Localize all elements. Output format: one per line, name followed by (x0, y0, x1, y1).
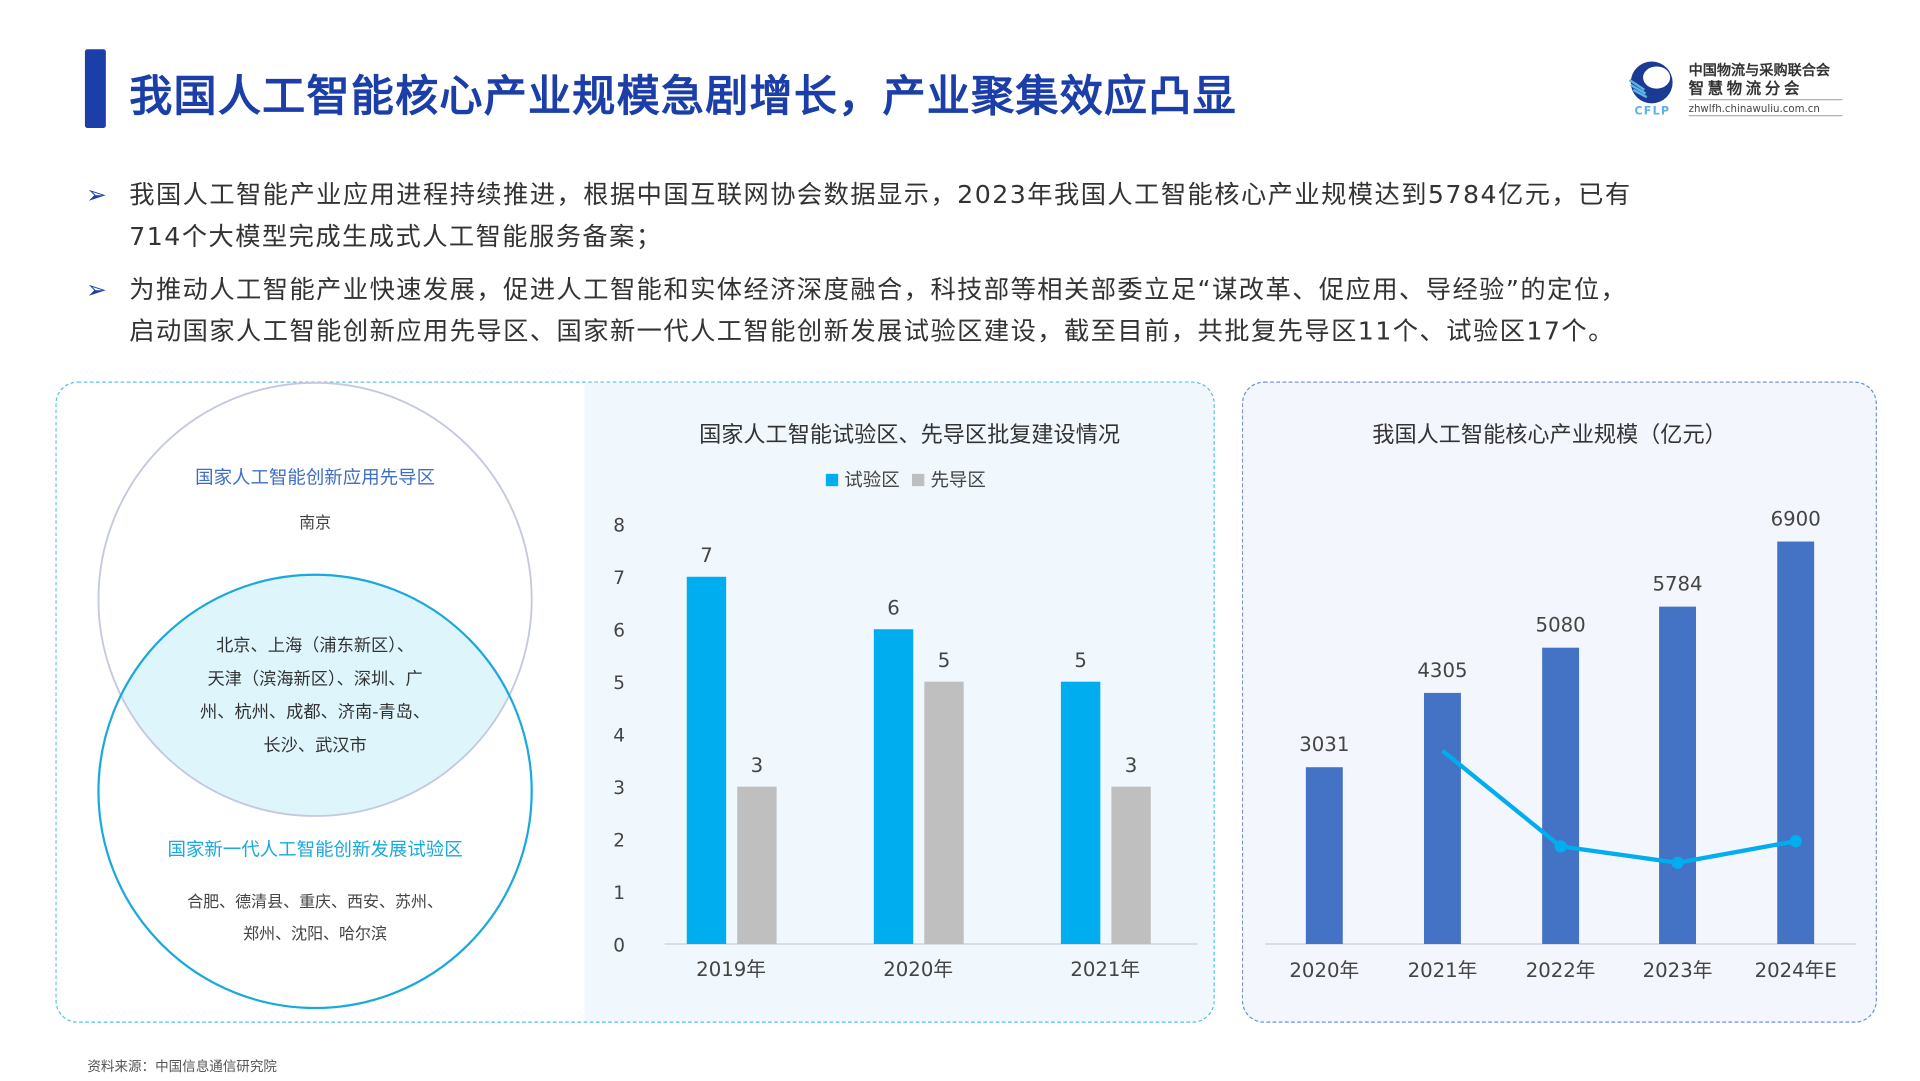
growth-point (1789, 835, 1802, 848)
x-tick-label: 2021年 (1070, 958, 1140, 981)
venn-diagram: 国家人工智能创新应用先导区 南京 北京、上海（浦东新区）、 天津（滨海新区）、深… (97, 381, 533, 1010)
venn-overlap-line: 天津（滨海新区）、深圳、广 (207, 669, 422, 689)
y-tick-label: 7 (613, 568, 625, 589)
venn-overlap-line: 北京、上海（浦东新区）、 (216, 636, 414, 656)
legend-label: 先导区 (930, 470, 985, 491)
bullet-line: 为推动人工智能产业快速发展，促进人工智能和实体经济深度融合，科技部等相关部委立足… (129, 274, 1628, 304)
bar-trial-zone (686, 576, 727, 944)
data-label: 7 (700, 544, 713, 567)
y-tick-label: 3 (613, 778, 625, 799)
svg-text:智慧物流分会: 智慧物流分会 (1689, 79, 1803, 98)
venn-circle-top (97, 381, 533, 817)
venn-bottom-only-line: 郑州、沈阳、哈尔滨 (243, 924, 387, 943)
data-label: 5080 (1536, 614, 1586, 637)
bullet-text-2: 为推动人工智能产业快速发展，促进人工智能和实体经济深度融合，科技部等相关部委立足… (129, 268, 1852, 352)
legend-label: 试验区 (844, 470, 899, 491)
y-tick-label: 8 (613, 516, 625, 537)
bar-industry-scale (1542, 647, 1580, 944)
venn-overlap-line: 长沙、武汉市 (263, 736, 366, 756)
bullet-text-1: 我国人工智能产业应用进程持续推进，根据中国互联网协会数据显示，2023年我国人工… (129, 174, 1852, 258)
page-title: 我国人工智能核心产业规模急剧增长，产业聚集效应凸显 (129, 72, 1237, 122)
bar-pilot-zone (1111, 786, 1151, 944)
bar-trial-zone (873, 629, 914, 944)
data-label: 5784 (1652, 573, 1702, 596)
data-label: 6 (887, 596, 900, 619)
x-tick-label: 2021年 (1408, 959, 1478, 982)
legend-swatch (911, 473, 925, 487)
bar-industry-scale (1423, 692, 1461, 944)
bullet-line: 我国人工智能产业应用进程持续推进，根据中国互联网协会数据显示，2023年我国人工… (129, 179, 1632, 210)
data-label: 3031 (1299, 733, 1349, 756)
zones-bar-chart: 0 1 2 3 4 5 6 7 8 7 3 2019年 6 5 2020年 5 3 2021年 试验区 先导区 (613, 470, 1198, 981)
venn-top-label: 国家人工智能创新应用先导区 (195, 468, 435, 489)
data-label: 5 (938, 649, 951, 672)
legend-swatch (825, 473, 839, 487)
left-panel (55, 381, 1215, 1023)
data-label: 5 (1074, 649, 1087, 672)
y-tick-label: 0 (613, 935, 625, 956)
x-tick-label: 2020年 (883, 958, 953, 981)
bar-pilot-zone (924, 681, 964, 944)
x-tick-label: 2020年 (1289, 959, 1359, 982)
x-tick-label: 2022年 (1526, 959, 1596, 982)
arrow-right-icon: ➢ (86, 179, 107, 210)
bullet-line: 启动国家人工智能创新应用先导区、国家新一代人工智能创新发展试验区建设，截至目前，… (129, 316, 1615, 346)
svg-text:zhwlfh.chinawuliu.com.cn: zhwlfh.chinawuliu.com.cn (1689, 104, 1820, 115)
growth-point (1554, 840, 1567, 853)
x-tick-label: 2023年 (1643, 959, 1713, 982)
arrow-right-icon: ➢ (86, 274, 107, 304)
x-tick-label: 2019年 (696, 958, 766, 981)
y-tick-label: 5 (613, 673, 625, 694)
venn-bottom-only-line: 合肥、德清县、重庆、西安、苏州、 (187, 892, 443, 911)
x-tick-label: 2024年E (1755, 959, 1837, 982)
venn-bottom-label: 国家新一代人工智能创新发展试验区 (167, 839, 462, 860)
bar-industry-scale (1305, 767, 1343, 944)
y-tick-label: 1 (613, 883, 625, 904)
venn-overlap (98, 574, 532, 816)
bullet-line: 714个大模型完成生成式人工智能服务备案； (129, 221, 663, 252)
data-label: 3 (1125, 754, 1138, 777)
bar-pilot-zone (737, 786, 777, 944)
bar-industry-scale (1659, 606, 1696, 944)
cflp-logo: CFLP 中国物流与采购联合会 智慧物流分会 zhwlfh.chinawuliu… (1627, 55, 1849, 119)
svg-text:CFLP: CFLP (1634, 104, 1670, 117)
industry-chart-title: 我国人工智能核心产业规模（亿元） (1372, 422, 1727, 448)
data-label: 3 (751, 754, 764, 777)
y-tick-label: 4 (613, 726, 625, 747)
bar-trial-zone (1060, 681, 1101, 944)
data-label: 4305 (1417, 659, 1467, 682)
y-tick-label: 6 (613, 621, 625, 642)
growth-point (1671, 856, 1684, 869)
y-tick-label: 2 (613, 830, 625, 851)
venn-top-only: 南京 (299, 513, 331, 532)
venn-circle-bottom (97, 573, 533, 1010)
data-label: 6900 (1771, 508, 1821, 531)
source-note: 资料来源：中国信息通信研究院 (87, 1058, 277, 1075)
venn-overlap-line: 州、杭州、成都、济南-青岛、 (200, 703, 430, 723)
svg-text:中国物流与采购联合会: 中国物流与采购联合会 (1689, 62, 1831, 79)
bar-industry-scale (1777, 541, 1815, 944)
growth-line (1441, 748, 1797, 865)
zones-chart-title: 国家人工智能试验区、先导区批复建设情况 (699, 422, 1120, 448)
title-accent-bar (84, 49, 106, 128)
